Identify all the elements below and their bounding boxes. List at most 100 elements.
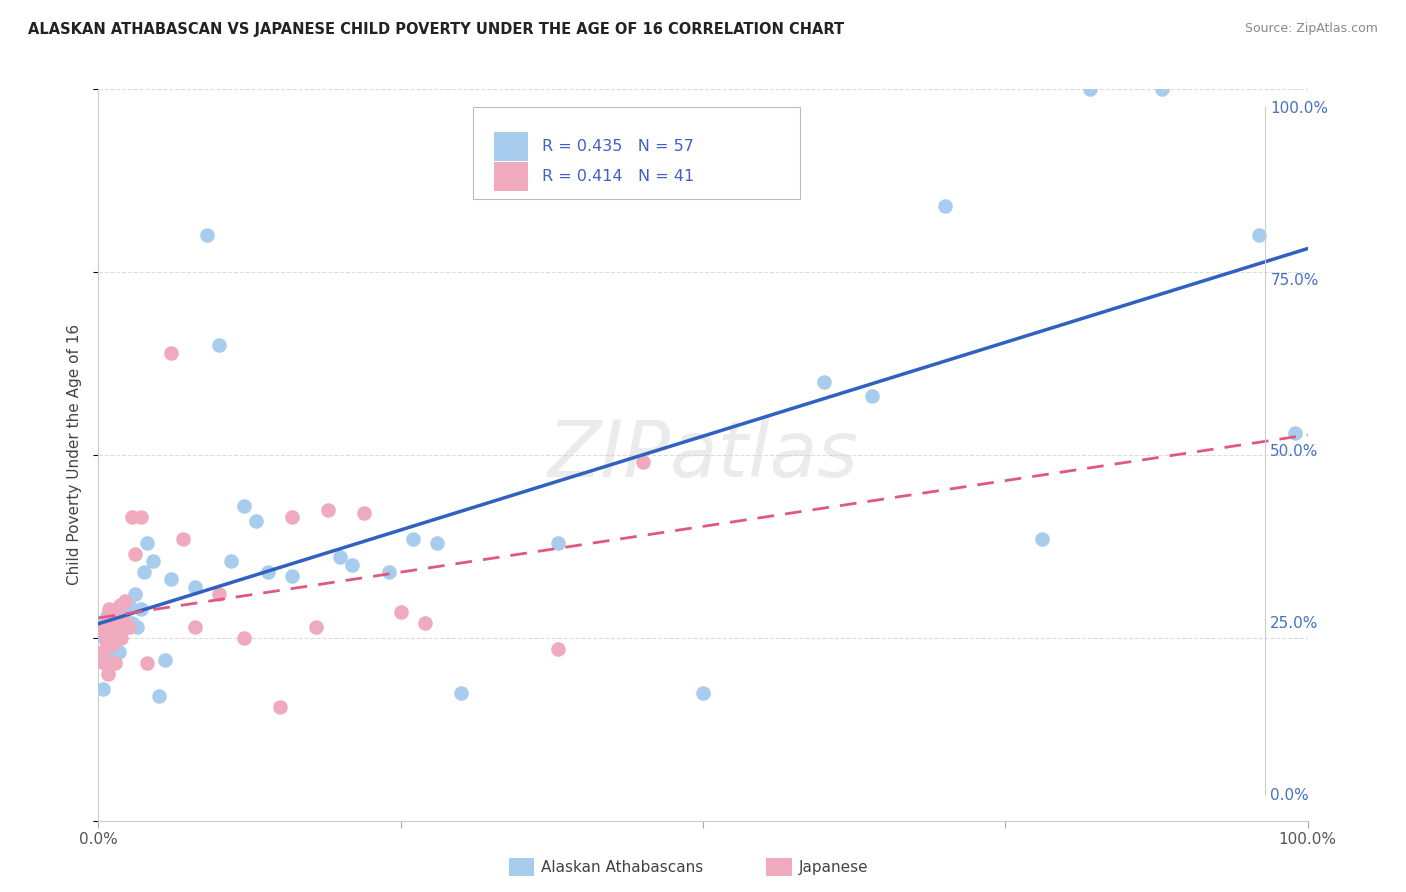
Point (458, 601, 481, 615)
Bar (531, 147, 562, 175)
Point (197, 536, 219, 550)
Point (371, 495, 394, 509)
Point (208, 525, 231, 540)
Point (177, 605, 200, 619)
Point (307, 505, 329, 519)
Point (240, 523, 263, 537)
Point (579, 525, 602, 540)
Point (181, 598, 204, 612)
Point (191, 605, 214, 619)
Point (197, 574, 219, 588)
Point (186, 598, 209, 612)
Text: R = 0.414   N = 41: R = 0.414 N = 41 (575, 182, 728, 197)
Point (426, 553, 449, 567)
Point (928, 210, 950, 224)
Point (167, 608, 190, 623)
Point (202, 588, 225, 602)
Point (437, 591, 460, 606)
Point (1057, 100, 1080, 114)
Point (214, 543, 236, 558)
Point (174, 588, 197, 602)
Point (172, 601, 194, 615)
Point (172, 622, 194, 636)
Point (183, 629, 205, 643)
Point (492, 666, 515, 681)
Point (205, 553, 228, 567)
Point (274, 574, 297, 588)
Point (219, 670, 242, 684)
Point (176, 598, 198, 612)
Point (263, 237, 285, 252)
Point (186, 594, 209, 608)
Point (188, 581, 211, 595)
Point (295, 491, 318, 506)
Point (225, 636, 247, 650)
Point (181, 601, 204, 615)
Text: R = 0.435   N = 57: R = 0.435 N = 57 (575, 153, 727, 169)
Point (339, 501, 361, 516)
Point (179, 636, 201, 650)
Text: ZIPatlas: ZIPatlas (565, 412, 876, 489)
Point (339, 557, 361, 571)
Point (170, 615, 193, 630)
Point (231, 347, 253, 361)
Point (1123, 100, 1146, 114)
Point (470, 525, 492, 540)
Point (172, 629, 194, 643)
Point (252, 567, 274, 582)
Point (318, 553, 340, 567)
Point (200, 605, 222, 619)
Text: Alaskan Athabascans: Alaskan Athabascans (541, 860, 703, 874)
Bar (531, 176, 562, 203)
Point (177, 612, 200, 626)
Y-axis label: Child Poverty Under the Age of 16: Child Poverty Under the Age of 16 (67, 320, 83, 581)
Point (405, 499, 427, 513)
Point (177, 618, 200, 632)
Point (184, 605, 207, 619)
Point (172, 615, 194, 630)
Point (174, 636, 197, 650)
Point (231, 560, 253, 574)
Point (1243, 423, 1265, 437)
FancyBboxPatch shape (513, 124, 808, 211)
Point (195, 601, 218, 615)
Point (191, 584, 214, 599)
Point (284, 543, 307, 558)
Point (186, 615, 208, 630)
Point (394, 546, 416, 561)
Point (176, 615, 198, 630)
Point (172, 608, 194, 623)
Point (183, 598, 205, 612)
Point (169, 663, 191, 677)
Point (169, 629, 191, 643)
Point (173, 608, 195, 623)
Point (177, 605, 200, 619)
Point (179, 618, 201, 632)
Point (862, 388, 884, 402)
Point (180, 605, 202, 619)
Point (295, 615, 318, 630)
Point (710, 666, 733, 681)
Point (382, 540, 405, 554)
Point (181, 594, 204, 608)
Point (170, 601, 193, 615)
Point (447, 523, 470, 537)
Point (274, 340, 297, 354)
Point (184, 584, 207, 599)
Point (208, 639, 231, 653)
Point (188, 605, 211, 619)
Point (328, 681, 350, 695)
Point (818, 375, 841, 389)
Point (180, 639, 202, 653)
Point (174, 608, 197, 623)
Point (181, 612, 204, 626)
Point (579, 625, 602, 640)
Point (655, 450, 678, 465)
Text: ALASKAN ATHABASCAN VS JAPANESE CHILD POVERTY UNDER THE AGE OF 16 CORRELATION CHA: ALASKAN ATHABASCAN VS JAPANESE CHILD POV… (28, 22, 844, 37)
Point (195, 501, 218, 516)
Point (172, 594, 194, 608)
Point (360, 605, 382, 619)
Point (202, 501, 225, 516)
Point (172, 622, 194, 636)
Point (252, 605, 274, 619)
